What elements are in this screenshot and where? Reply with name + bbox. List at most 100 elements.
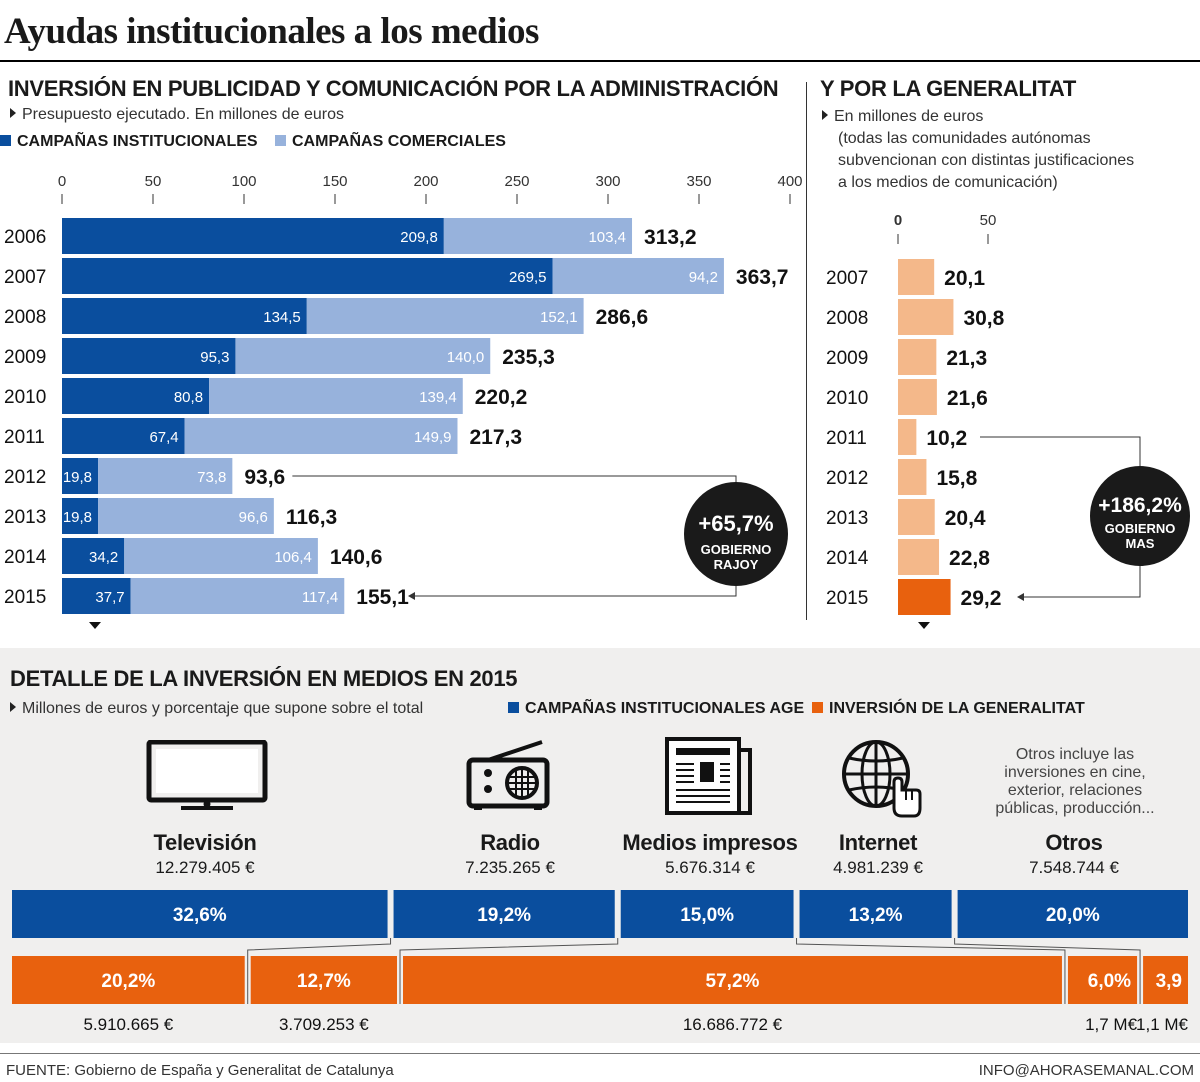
value-label: 22,8 [949, 547, 990, 570]
badge-line1: GOBIERNO [1105, 521, 1176, 536]
total-value-label: 217,3 [469, 426, 522, 449]
value-label: 20,1 [944, 267, 985, 290]
section-separator [806, 82, 807, 620]
bar-comercial [209, 378, 463, 414]
bar-comercial [443, 218, 633, 254]
x-tick-label: 0 [58, 173, 66, 190]
arrow-head-icon [408, 592, 415, 600]
gen-percent-label: 3,9 [1156, 971, 1182, 992]
bar-generalitat [898, 259, 935, 295]
triangle-icon [822, 110, 828, 120]
value-label: 15,8 [936, 467, 977, 490]
value-label: 20,4 [945, 507, 986, 530]
bar-institucional [62, 378, 210, 414]
bar-generalitat [403, 956, 1062, 1004]
comercial-value-label: 117,4 [302, 589, 338, 606]
gen-percent-label: 6,0% [1088, 971, 1131, 992]
year-label: 2015 [826, 588, 868, 609]
gen-amount-label: 3.709.253 € [279, 1015, 369, 1034]
bar-generalitat [898, 499, 935, 535]
institucional-value-label: 95,3 [200, 349, 229, 366]
institucional-value-label: 134,5 [263, 309, 301, 326]
value-label: 21,6 [947, 387, 988, 410]
year-label: 2008 [4, 307, 46, 328]
connector-line [399, 938, 619, 1004]
year-label: 2009 [4, 347, 46, 368]
x-tick-label: 0 [894, 212, 902, 229]
value-label: 29,2 [961, 587, 1002, 610]
triangle-icon [10, 108, 16, 118]
amount-medios-impresos: 5.676.314 € [665, 858, 755, 877]
connector-line [980, 436, 1141, 466]
connector-line [247, 938, 392, 1004]
gen-subtitle: En millones de euros (todas las comunida… [822, 106, 1134, 194]
media-subtitle: Millones de euros y porcentaje que supon… [10, 700, 423, 718]
bar-age [620, 890, 794, 938]
age-percent-label: 13,2% [849, 905, 903, 926]
bar-comercial [124, 538, 318, 574]
x-tick-label: 150 [322, 173, 347, 190]
bar-generalitat [250, 956, 398, 1004]
legend-age: CAMPAÑAS INSTITUCIONALES AGE [508, 700, 804, 718]
category-otros: Otros [1045, 830, 1103, 855]
total-value-label: 116,3 [286, 506, 337, 529]
legend-swatch [275, 135, 286, 146]
badge-line1: GOBIERNO [701, 542, 772, 557]
top-charts: 0 50 100 150 200 250 300 350 400 2006 209,8 103,4 31… [4, 173, 1190, 629]
bar-institucional [62, 218, 444, 254]
bar-age [957, 890, 1188, 938]
gen-amount-label: 1,7 M€ [1085, 1015, 1138, 1034]
connector-line [954, 938, 1141, 1004]
year-label: 2012 [4, 467, 46, 488]
badge-value: +65,7% [698, 511, 773, 536]
bar-institucional [62, 418, 185, 454]
value-label: 10,2 [926, 427, 967, 450]
comercial-value-label: 94,2 [689, 269, 718, 286]
year-label: 2007 [4, 267, 46, 288]
institucional-value-label: 67,4 [149, 429, 178, 446]
bar-age [799, 890, 952, 938]
admin-subtitle: Presupuesto ejecutado. En millones de eu… [10, 106, 344, 124]
amount-internet: 4.981.239 € [833, 858, 923, 877]
total-value-label: 93,6 [244, 466, 285, 489]
comercial-value-label: 152,1 [540, 309, 578, 326]
media-section-title: DETALLE DE LA INVERSIÓN EN MEDIOS EN 201… [10, 666, 518, 691]
bar-comercial [98, 498, 274, 534]
footer-contact[interactable]: INFO@AHORASEMANAL.COM [978, 1062, 1194, 1079]
comercial-value-label: 73,8 [197, 469, 226, 486]
bar-generalitat [898, 579, 951, 615]
year-label: 2014 [826, 548, 869, 569]
comercial-value-label: 140,0 [447, 349, 485, 366]
x-tick-label: 400 [777, 173, 802, 190]
badge-value: +186,2% [1098, 494, 1182, 517]
x-tick-label: 300 [595, 173, 620, 190]
bar-generalitat [1067, 956, 1138, 1004]
institucional-value-label: 19,8 [63, 509, 92, 526]
bar-institucional [62, 258, 553, 294]
newspaper-icon [665, 737, 752, 815]
bar-institucional [62, 538, 125, 574]
amount-radio: 7.235.265 € [465, 858, 555, 877]
year-label: 2010 [4, 387, 46, 408]
badge-line2: RAJOY [714, 557, 759, 572]
total-value-label: 155,1 [356, 586, 409, 609]
legend-comerciales: CAMPAÑAS COMERCIALES [275, 133, 506, 151]
category-internet: Internet [838, 830, 918, 855]
amount-television: 12.279.405 € [155, 858, 255, 877]
x-tick-label: 50 [145, 173, 162, 190]
age-percent-label: 19,2% [477, 905, 531, 926]
total-value-label: 140,6 [330, 546, 383, 569]
admin-section-title: INVERSIÓN EN PUBLICIDAD Y COMUNICACIÓN P… [8, 76, 779, 101]
bar-generalitat [12, 956, 245, 1004]
year-label: 2009 [826, 348, 868, 369]
total-value-label: 363,7 [736, 266, 789, 289]
gen-percent-label: 20,2% [101, 971, 155, 992]
bar-generalitat [898, 299, 954, 335]
bar-age [12, 890, 388, 938]
year-label: 2011 [4, 427, 45, 448]
footer-divider [0, 1053, 1200, 1054]
year-label: 2011 [826, 428, 867, 449]
television-icon [146, 740, 268, 810]
bar-generalitat [898, 339, 937, 375]
title-divider [0, 60, 1200, 62]
